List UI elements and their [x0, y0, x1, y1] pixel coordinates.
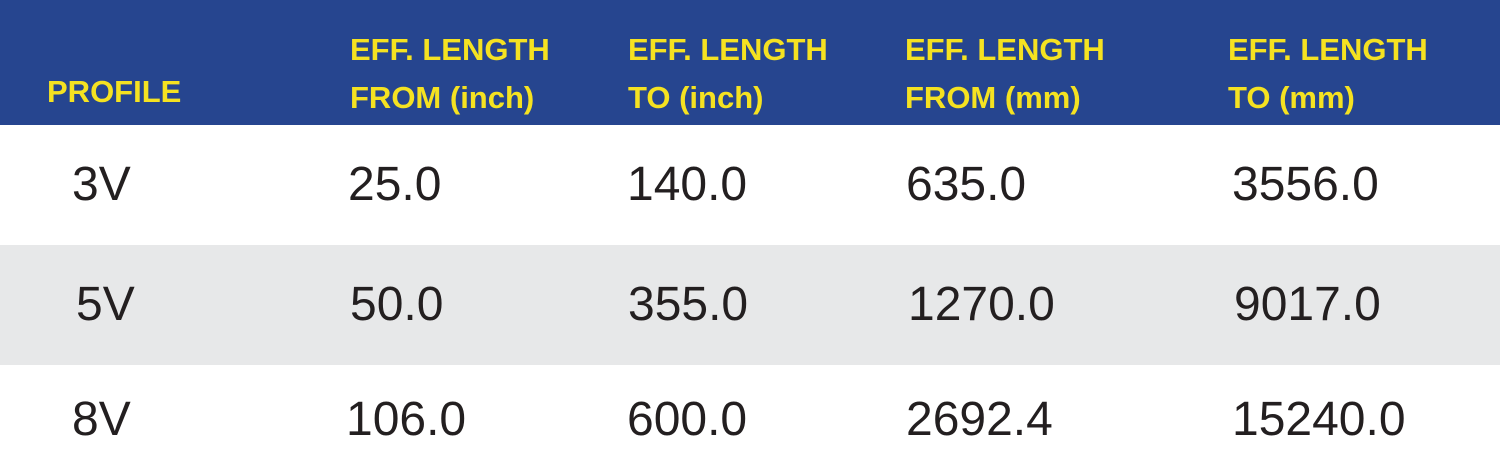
table-header: PROFILE EFF. LENGTH FROM (inch) EFF. LEN… [0, 0, 1500, 125]
header-profile-label: PROFILE [47, 74, 182, 109]
header-line: FROM (mm) [905, 80, 1081, 115]
header-line: TO (mm) [1228, 80, 1355, 115]
header-line: EFF. LENGTH [350, 32, 550, 67]
cell-from-inch: 25.0 [348, 158, 442, 211]
table-row: 3V 25.0 140.0 635.0 3556.0 [0, 125, 1500, 245]
cell-from-mm: 1270.0 [908, 278, 1055, 331]
header-line: EFF. LENGTH [905, 32, 1105, 67]
cell-profile: 3V [72, 158, 131, 211]
cell-to-mm: 9017.0 [1234, 278, 1381, 331]
header-line: FROM (inch) [350, 80, 535, 115]
cell-from-mm: 635.0 [906, 158, 1027, 211]
header-line: TO (inch) [628, 80, 764, 115]
cell-to-inch: 140.0 [627, 158, 748, 211]
cell-to-inch: 355.0 [628, 278, 749, 331]
header-line: EFF. LENGTH [1228, 32, 1428, 67]
table-row: 5V 50.0 355.0 1270.0 9017.0 [0, 245, 1500, 365]
cell-to-inch: 600.0 [627, 393, 748, 446]
cell-to-mm: 3556.0 [1232, 158, 1379, 211]
header-profile: PROFILE [47, 68, 181, 116]
cell-to-mm: 15240.0 [1232, 393, 1406, 446]
cell-profile: 8V [72, 393, 131, 446]
cell-profile: 5V [76, 278, 135, 331]
header-eff-length-from-inch: EFF. LENGTH FROM (inch) [350, 26, 550, 122]
header-eff-length-from-mm: EFF. LENGTH FROM (mm) [905, 26, 1105, 122]
cell-from-mm: 2692.4 [906, 393, 1053, 446]
header-eff-length-to-mm: EFF. LENGTH TO (mm) [1228, 26, 1428, 122]
table-row: 8V 106.0 600.0 2692.4 15240.0 [0, 365, 1500, 472]
header-line: EFF. LENGTH [628, 32, 828, 67]
cell-from-inch: 106.0 [346, 393, 467, 446]
cell-from-inch: 50.0 [350, 278, 444, 331]
header-eff-length-to-inch: EFF. LENGTH TO (inch) [628, 26, 828, 122]
